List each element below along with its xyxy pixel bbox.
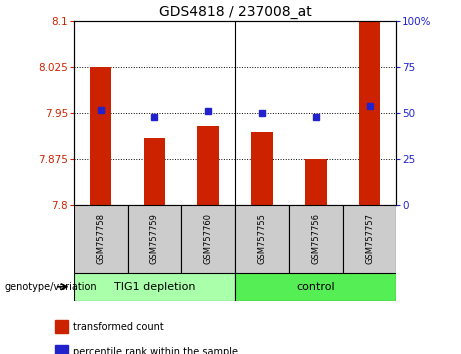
Bar — [343, 205, 396, 273]
Bar — [305, 159, 326, 205]
Bar — [359, 21, 380, 205]
Bar — [144, 138, 165, 205]
Text: transformed count: transformed count — [73, 322, 164, 332]
Text: percentile rank within the sample: percentile rank within the sample — [73, 347, 238, 354]
Text: GSM757760: GSM757760 — [204, 213, 213, 264]
Text: GSM757755: GSM757755 — [258, 213, 266, 264]
Text: GSM757756: GSM757756 — [311, 213, 320, 264]
Bar — [90, 67, 112, 205]
Text: TIG1 depletion: TIG1 depletion — [114, 282, 195, 292]
Bar — [235, 273, 396, 301]
Text: control: control — [296, 282, 335, 292]
Text: genotype/variation: genotype/variation — [5, 282, 97, 292]
Bar — [235, 205, 289, 273]
Bar — [74, 273, 235, 301]
Bar — [181, 205, 235, 273]
Text: GSM757757: GSM757757 — [365, 213, 374, 264]
Title: GDS4818 / 237008_at: GDS4818 / 237008_at — [159, 5, 312, 19]
Text: GSM757759: GSM757759 — [150, 213, 159, 264]
Bar — [74, 205, 128, 273]
Bar — [251, 132, 273, 205]
Bar — [289, 205, 343, 273]
Bar — [197, 126, 219, 205]
Bar — [128, 205, 181, 273]
Text: GSM757758: GSM757758 — [96, 213, 105, 264]
